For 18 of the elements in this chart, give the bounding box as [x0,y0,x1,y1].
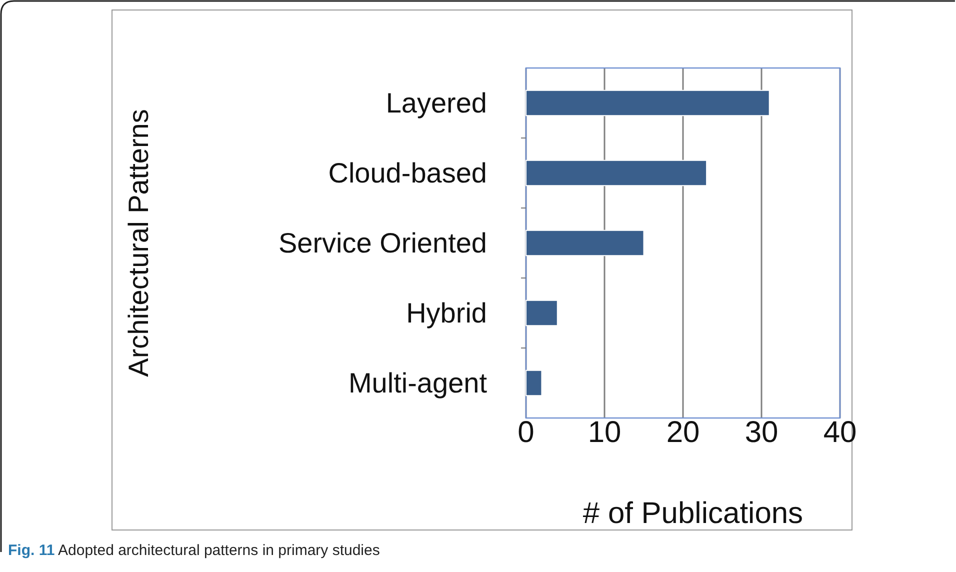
caption: Fig. 11 Adopted architectural patterns in primary studies [8,542,380,559]
bar [526,300,558,326]
bar [526,230,644,256]
x-tick-label: 20 [666,416,700,449]
y-tick-label: Multi-agent [348,368,488,398]
x-tick-label: 10 [588,416,622,449]
bar [526,90,770,116]
y-tick-label: Layered [386,88,487,118]
x-tick-label: 0 [518,416,534,449]
bar [526,370,542,396]
y-axis-title: Architectural Patterns [123,109,154,377]
y-tick-label: Cloud-based [328,158,487,188]
x-tick-label: 40 [823,416,857,449]
x-axis-title: # of Publications [582,497,804,530]
bar [526,160,708,186]
y-tick-label: Hybrid [406,298,487,328]
x-tick-label: 30 [744,416,778,449]
y-tick-label: Service Oriented [278,228,487,258]
